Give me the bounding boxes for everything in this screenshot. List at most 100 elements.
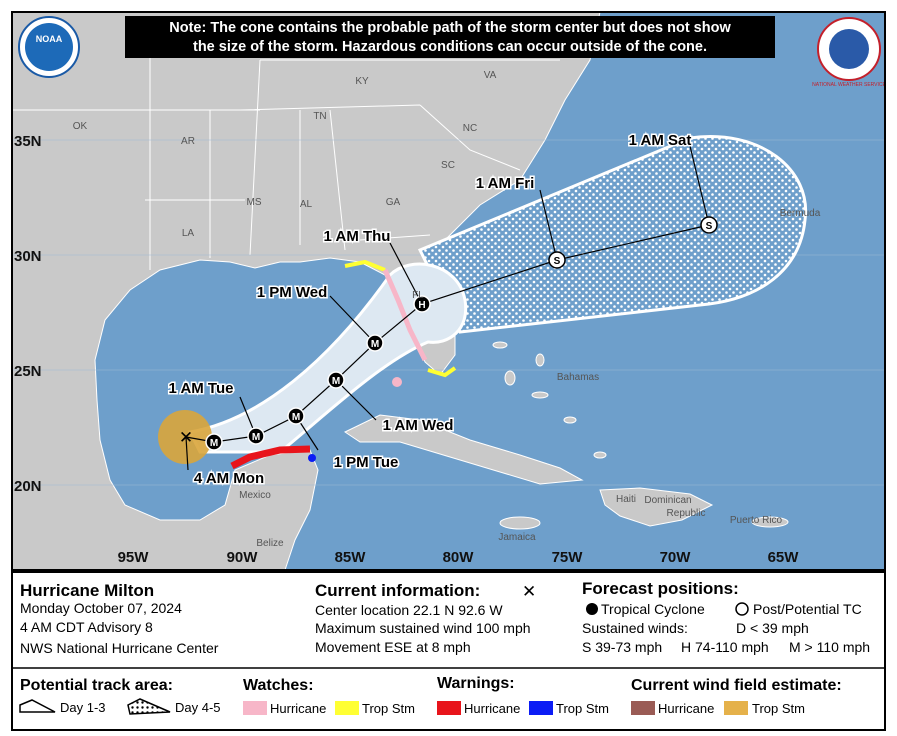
wind-hurricane-label: Hurricane xyxy=(658,701,714,716)
forecast-position-symbol: M xyxy=(252,432,260,443)
place-label: SC xyxy=(441,160,455,171)
issuer: NWS National Hurricane Center xyxy=(20,640,219,656)
cone-day-1-3 xyxy=(187,262,468,454)
note-line: Note: The cone contains the probable pat… xyxy=(169,20,731,36)
land-puerto-rico xyxy=(751,516,789,528)
land-bahamas xyxy=(492,341,607,459)
place-label: Republic xyxy=(667,508,706,519)
forecast-position-symbol: H xyxy=(418,300,425,311)
warning-trop-stm xyxy=(308,454,316,462)
land-hispaniola xyxy=(599,487,714,527)
land-jamaica xyxy=(499,516,541,530)
watch-trop-swatch xyxy=(335,701,359,715)
forecast-time-label: 1 AM Thu xyxy=(324,228,391,245)
longitude-label: 70W xyxy=(660,549,692,566)
land-cuba xyxy=(343,414,584,485)
warn-trop-label: Trop Stm xyxy=(556,701,609,716)
longitude-label: 65W xyxy=(768,549,800,566)
place-label: Mexico xyxy=(239,490,271,501)
forecast-position-symbol: M xyxy=(332,376,340,387)
map-frame xyxy=(11,11,886,571)
wind-field-title: Current wind field estimate: xyxy=(631,677,842,694)
forecast-time-label: 1 PM Tue xyxy=(334,454,399,471)
place-label: Jamaica xyxy=(498,532,536,543)
note-box xyxy=(125,16,775,58)
storm-name: Hurricane Milton xyxy=(20,581,154,600)
latitude-label: 25N xyxy=(14,363,42,380)
forecast-position-symbol: S xyxy=(706,221,713,232)
tc-symbol xyxy=(586,603,598,615)
place-label: Bahamas xyxy=(557,372,599,383)
latitude-label: 20N xyxy=(14,478,42,495)
state-borders xyxy=(12,40,560,270)
warnings-title: Warnings: xyxy=(437,675,515,692)
wind-m: M > 110 mph xyxy=(789,639,870,655)
place-label: KY xyxy=(355,76,369,87)
warn-hurricane-label: Hurricane xyxy=(464,701,520,716)
forecast-time-label: 4 AM Mon xyxy=(194,470,264,487)
watch-hurricane-dot xyxy=(392,377,402,387)
current-title: Current information: xyxy=(315,581,480,600)
place-label: Dominican xyxy=(644,495,691,506)
place-label: GA xyxy=(386,197,401,208)
nws-logo-inner xyxy=(829,29,869,69)
forecast-position xyxy=(327,371,345,389)
noaa-logo-inner xyxy=(25,23,73,71)
wind-field-trop-stm xyxy=(158,410,212,464)
forecast-time-label: 1 PM Wed xyxy=(257,284,328,301)
wind-hurricane-swatch xyxy=(631,701,655,715)
day45-icon xyxy=(127,698,171,715)
forecast-position-symbol: M xyxy=(371,339,379,350)
current-wind: Maximum sustained wind 100 mph xyxy=(315,620,531,636)
watches-title: Watches: xyxy=(243,677,314,694)
watch-hurricane xyxy=(382,269,428,362)
forecast-post: Post/Potential TC xyxy=(753,601,862,617)
wind-d: D < 39 mph xyxy=(736,620,809,636)
current-symbol: ✕ xyxy=(522,582,536,601)
warning-hurricane xyxy=(230,445,311,470)
forecast-position xyxy=(205,433,223,451)
note-line: the size of the storm. Hazardous conditi… xyxy=(193,39,707,55)
wind-trop-label: Trop Stm xyxy=(752,701,805,716)
place-label: VA xyxy=(484,70,497,81)
forecast-position-symbol: M xyxy=(210,438,218,449)
place-label: LA xyxy=(182,228,195,239)
forecast-position-symbol: S xyxy=(554,256,561,267)
current-location: Center location 22.1 N 92.6 W xyxy=(315,602,503,618)
forecast-position xyxy=(413,295,431,313)
latitude-label: 30N xyxy=(14,248,42,265)
watch-trop-stm xyxy=(344,259,457,378)
longitude-label: 85W xyxy=(335,549,367,566)
leader-line xyxy=(185,436,189,471)
current-center: ✕ xyxy=(179,428,193,447)
wind-s: S 39-73 mph xyxy=(582,639,662,655)
leader-line xyxy=(389,242,423,305)
leader-lines xyxy=(185,145,710,471)
forecast-position xyxy=(366,334,384,352)
forecast-position xyxy=(548,251,566,269)
place-label: AR xyxy=(181,136,195,147)
place-label: Puerto Rico xyxy=(730,515,783,526)
place-label: MS xyxy=(247,197,262,208)
forecast-time-label: 1 AM Fri xyxy=(476,175,535,192)
place-label: Haiti xyxy=(616,494,636,505)
post-tc-symbol xyxy=(735,602,749,616)
wind-trop-swatch xyxy=(724,701,748,715)
noaa-logo-text: NOAA xyxy=(36,34,63,44)
forecast-time-label: 1 AM Sat xyxy=(629,132,692,149)
forecast-title: Forecast positions: xyxy=(582,579,739,598)
longitude-label: 80W xyxy=(443,549,475,566)
wind-h: H 74-110 mph xyxy=(681,639,769,655)
day13-label: Day 1-3 xyxy=(60,700,106,715)
latitude-label: 35N xyxy=(14,133,42,150)
longitude-label: 90W xyxy=(227,549,259,566)
place-label: TN xyxy=(313,111,326,122)
current-movement: Movement ESE at 8 mph xyxy=(315,639,471,655)
forecast-time-label: 1 AM Tue xyxy=(168,380,233,397)
leader-line xyxy=(335,379,377,421)
forecast-position-symbol: M xyxy=(292,412,300,423)
cone-day-4-5 xyxy=(417,135,808,334)
nws-logo-text: NATIONAL WEATHER SERVICE xyxy=(812,82,886,88)
warn-trop-swatch xyxy=(529,701,553,715)
